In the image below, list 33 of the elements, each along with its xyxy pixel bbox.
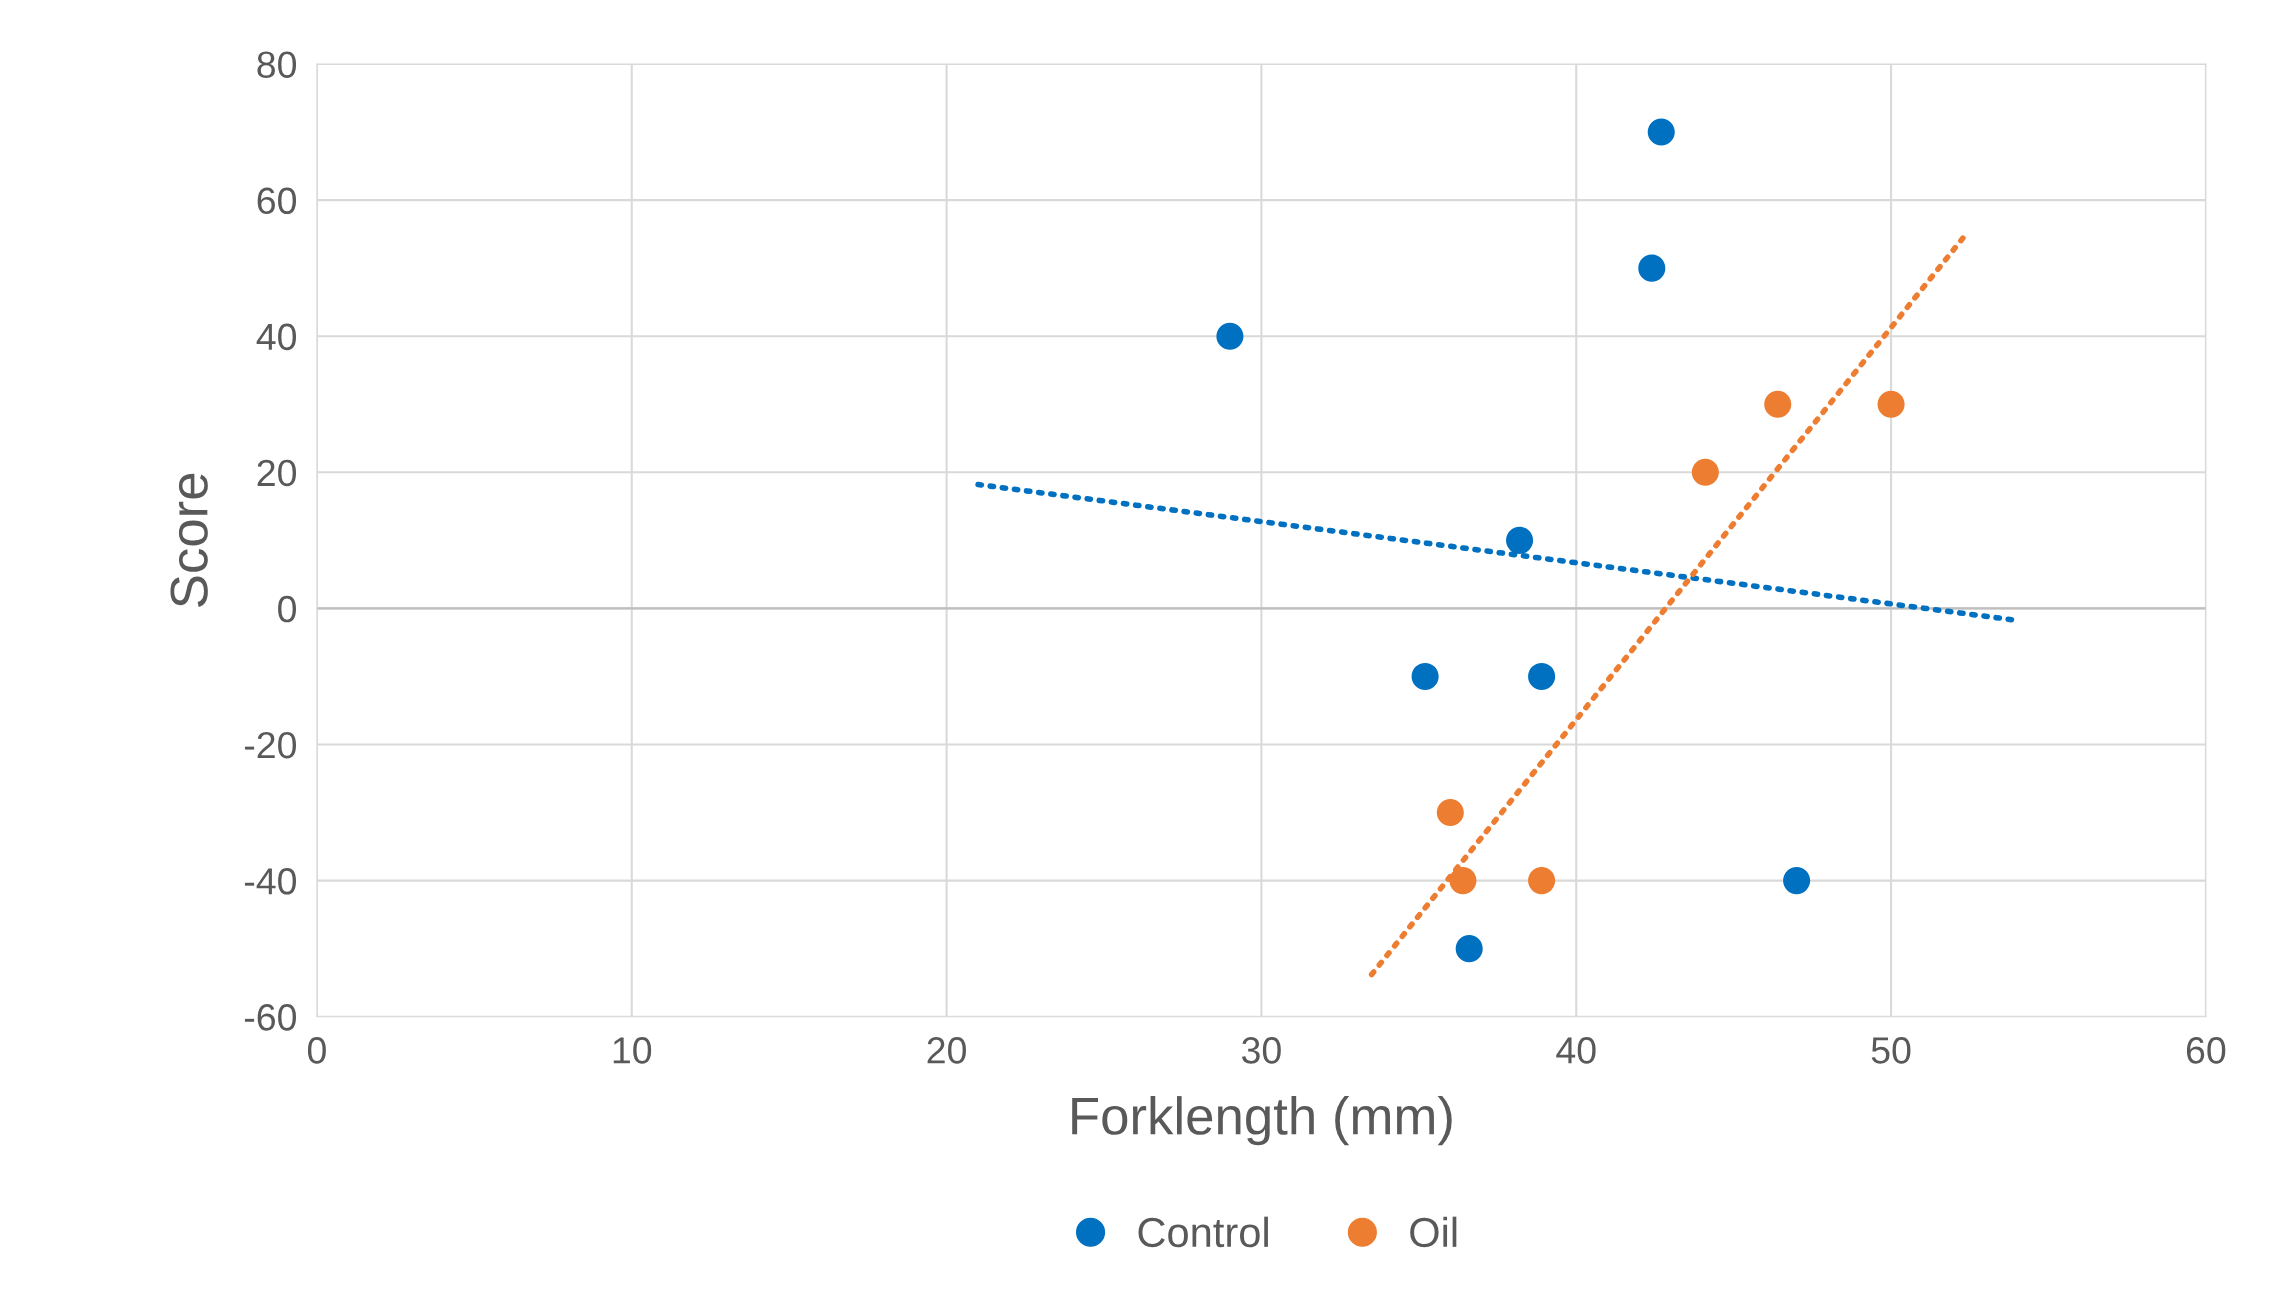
x-tick-label: 50 — [1871, 1037, 1911, 1064]
y-tick-label: 60 — [257, 187, 297, 215]
y-axis-title: Score — [170, 473, 208, 607]
point — [1436, 799, 1464, 827]
y-tick-label: -20 — [244, 731, 297, 759]
point — [1528, 867, 1556, 895]
y-tick-label: 20 — [257, 459, 297, 487]
point — [1449, 867, 1477, 895]
point — [1638, 254, 1666, 282]
x-tick-label: 0 — [307, 1037, 326, 1064]
x-tick-label: 60 — [2186, 1037, 2226, 1064]
y-tick-label: 80 — [257, 51, 297, 78]
point — [1764, 390, 1792, 418]
x-tick-label: 30 — [1241, 1037, 1281, 1064]
x-axis-title: Forklength (mm) — [1072, 1096, 1452, 1146]
point — [1216, 322, 1244, 350]
y-tick-label: -60 — [244, 1004, 297, 1031]
y-tick-label: 40 — [256, 323, 297, 351]
x-tick-label: 20 — [927, 1037, 966, 1064]
point — [1691, 458, 1719, 486]
point — [1783, 867, 1811, 895]
point — [1528, 662, 1556, 690]
point — [1877, 390, 1905, 418]
point — [1647, 118, 1675, 146]
point — [1411, 662, 1439, 690]
legend-label: Oil — [1410, 1216, 1457, 1248]
point — [1506, 526, 1534, 554]
x-tick-label: 40 — [1556, 1037, 1596, 1064]
y-tick-label: -40 — [244, 867, 297, 895]
y-tick-label: 0 — [278, 595, 297, 623]
point — [1455, 935, 1483, 963]
x-tick-label: 10 — [613, 1037, 652, 1064]
legend-label: Control — [1138, 1216, 1268, 1248]
